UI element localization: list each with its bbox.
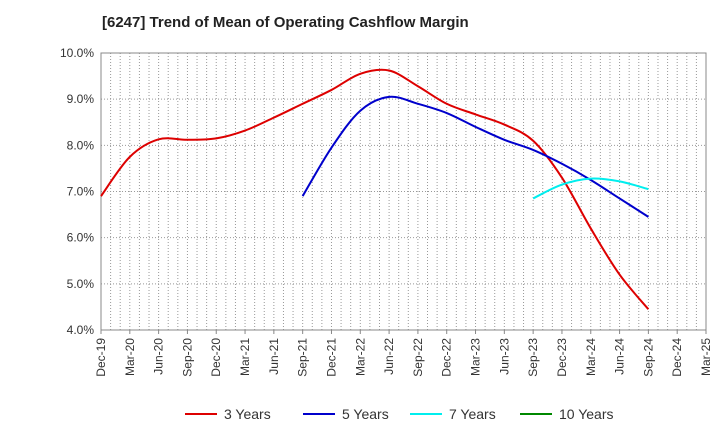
x-tick-label: Jun-22 [382, 338, 396, 375]
x-tick-label: Dec-19 [94, 338, 108, 377]
x-tick-label: Mar-25 [699, 338, 713, 376]
plot-frame [100, 52, 707, 331]
x-tick-label: Sep-22 [411, 338, 425, 377]
grid-layer [101, 53, 706, 330]
x-tick-label: Dec-21 [324, 338, 338, 377]
x-tick-label: Dec-24 [670, 338, 684, 377]
x-tick-label: Jun-20 [152, 338, 166, 375]
axis-layer: 4.0% 5.0% 6.0% 7.0% 8.0% 9.0% 10.0% Dec-19 Mar-2… [60, 46, 713, 377]
series-line-7-years [532, 177, 649, 200]
x-tick-label: Mar-22 [353, 338, 367, 376]
x-tick-label: Dec-20 [209, 338, 223, 377]
legend-label-5-years: 5 Years [342, 406, 389, 422]
x-tick-label: Jun-24 [613, 338, 627, 375]
x-tick-label: Sep-21 [296, 338, 310, 377]
legend-label-10-years: 10 Years [559, 406, 614, 422]
y-tick-label: 9.0% [67, 92, 95, 106]
legend: 3 Years 5 Years 7 Years 10 Years [185, 406, 614, 422]
x-tick-label: Mar-20 [123, 338, 137, 376]
x-tick-label: Dec-22 [440, 338, 454, 377]
x-tick-label: Mar-21 [238, 338, 252, 376]
y-tick-label: 4.0% [67, 323, 95, 337]
x-tick-label: Sep-23 [526, 338, 540, 377]
y-tick-label: 10.0% [60, 46, 94, 60]
x-tick-label: Mar-23 [469, 338, 483, 376]
y-tick-label: 6.0% [67, 231, 95, 245]
series-layer [100, 68, 650, 310]
x-tick-label: Mar-24 [584, 338, 598, 376]
series-line-3-years [100, 68, 650, 310]
x-tick-label: Sep-20 [180, 338, 194, 377]
x-tick-label: Jun-23 [497, 338, 511, 375]
legend-label-3-years: 3 Years [224, 406, 271, 422]
y-tick-label: 7.0% [67, 185, 95, 199]
y-tick-label: 5.0% [67, 277, 95, 291]
chart-title: [6247] Trend of Mean of Operating Cashfl… [102, 14, 469, 31]
x-tick-label: Dec-23 [555, 338, 569, 377]
x-tick-label: Sep-24 [641, 338, 655, 377]
x-tick-label: Jun-21 [267, 338, 281, 375]
legend-label-7-years: 7 Years [449, 406, 496, 422]
y-tick-label: 8.0% [67, 138, 95, 152]
series-line-5-years [301, 95, 649, 218]
